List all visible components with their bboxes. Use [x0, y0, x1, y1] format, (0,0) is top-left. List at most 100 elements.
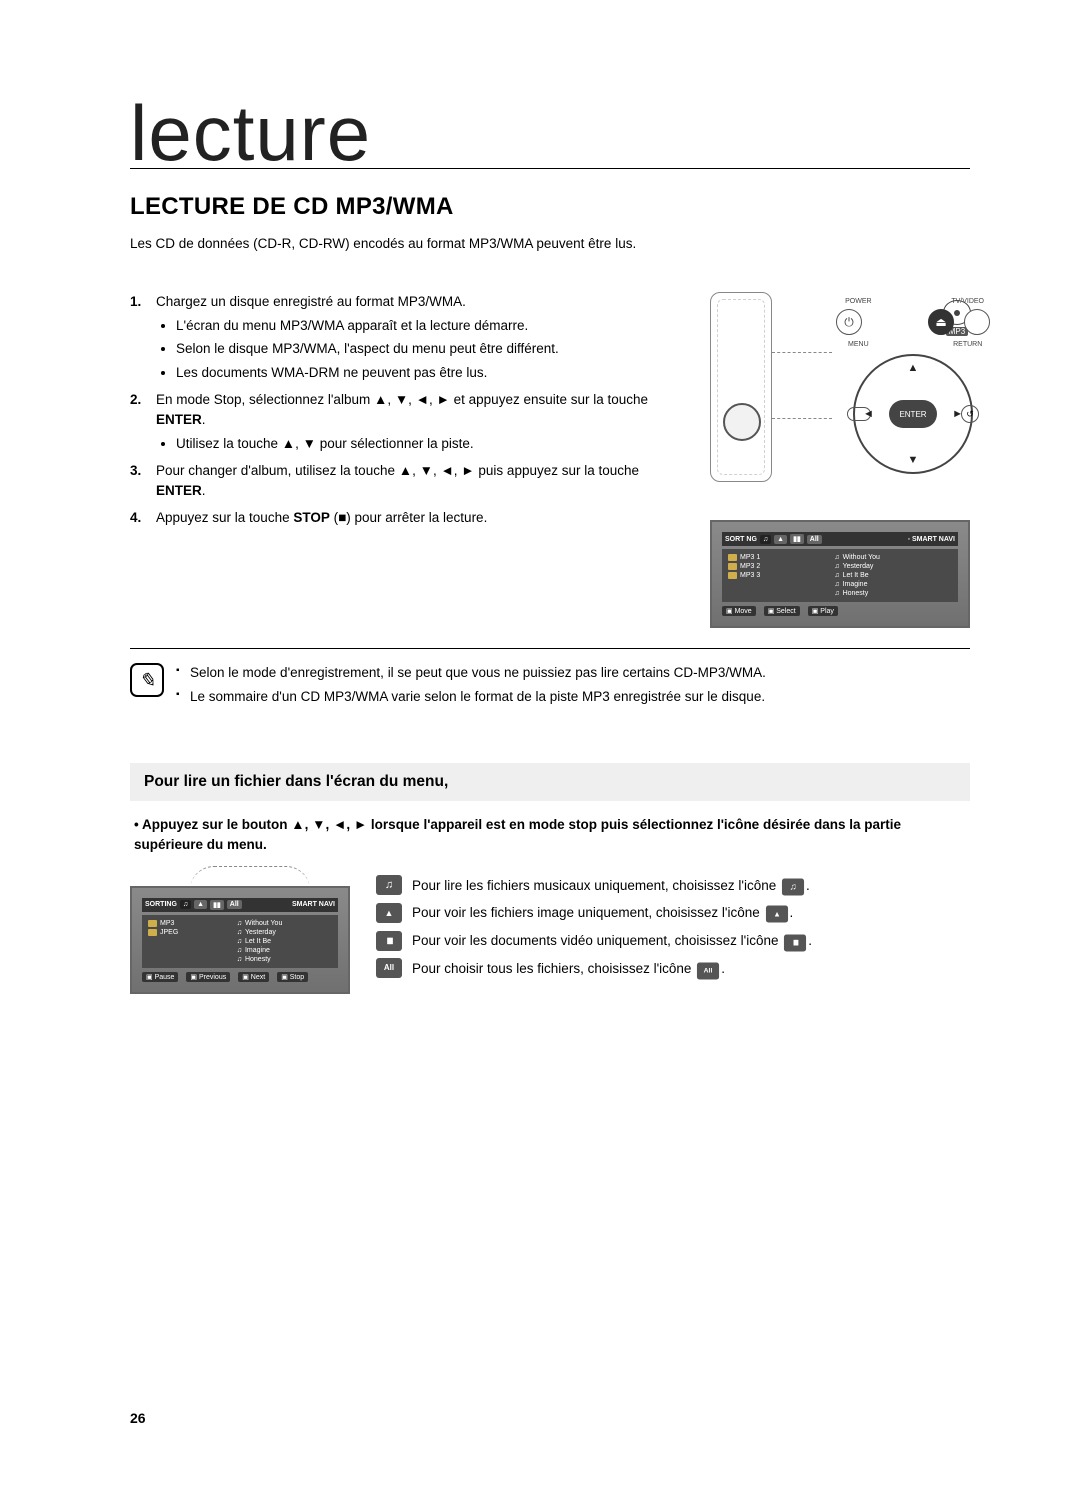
note-block: ✎ Selon le mode d'enregistrement, il se …	[130, 648, 970, 711]
osd-foot-item: ▣ Select	[764, 606, 800, 616]
arrow-up-icon[interactable]: ▲	[908, 362, 919, 374]
legend-line-video: Pour voir les documents vidéo uniquement…	[376, 927, 970, 955]
sub-section-title: Pour lire un fichier dans l'écran du men…	[130, 763, 970, 801]
note-list: Selon le mode d'enregistrement, il se pe…	[176, 663, 766, 711]
step-2: 2. En mode Stop, sélectionnez l'album ▲,…	[156, 390, 682, 453]
arrow-left-icon[interactable]: ◄	[863, 408, 874, 420]
osd-file-list: ♫Without You ♫Yesterday ♫Let It Be ♫Imag…	[235, 919, 334, 964]
brand-heading: lecture	[130, 100, 970, 169]
osd-foot-item: ▣ Pause	[142, 972, 178, 982]
music-icon	[782, 878, 804, 895]
photo-chip-icon: ▲	[194, 900, 207, 909]
remote-illustration: POWER TV/VIDEO ⏻ ⏏ MENU RETURN	[710, 292, 970, 502]
remote-dial	[723, 403, 761, 441]
note-icon: ✎	[130, 663, 164, 697]
step-number: 4.	[130, 508, 141, 528]
enter-button[interactable]: ENTER	[889, 400, 937, 428]
osd-foot-item: ▣ Play	[808, 606, 838, 616]
text-bold: ENTER	[156, 483, 202, 498]
video-icon	[784, 935, 806, 952]
osd-smartnavi-label: SMART NAVI	[292, 901, 335, 908]
callout-line	[772, 352, 832, 353]
arrow-down-icon[interactable]: ▼	[908, 454, 919, 466]
lead-text: Les CD de données (CD-R, CD-RW) encodés …	[130, 235, 970, 254]
osd-file-item: ♫Honesty	[235, 955, 334, 964]
all-icon	[697, 962, 719, 979]
osd-file-item: ♫Honesty	[832, 589, 954, 598]
legend-line-music: Pour lire les fichiers musicaux uniqueme…	[376, 872, 970, 900]
dpad[interactable]: ↺ ▲ ▼ ◄ ► ENTER	[853, 354, 973, 474]
text-part: Appuyez sur la touche	[156, 510, 293, 525]
return-button[interactable]: ↺	[961, 405, 979, 423]
legend-text: Pour choisir tous les fichiers, choisiss…	[412, 961, 695, 976]
manual-page: lecture LECTURE DE CD MP3/WMA Les CD de …	[0, 0, 1080, 1492]
photo-chip-icon: ▲	[774, 535, 787, 544]
power-button[interactable]: ⏻	[836, 309, 862, 335]
osd-file-item: ♫Without You	[832, 553, 954, 562]
control-panel: POWER TV/VIDEO ⏻ ⏏ MENU RETURN	[828, 292, 998, 484]
osd-folder-item: JPEG	[146, 928, 229, 937]
note-item: Selon le mode d'enregistrement, il se pe…	[176, 663, 766, 684]
legend-text: Pour voir les documents vidéo uniquement…	[412, 933, 782, 948]
osd-folder-item: MP3 2	[726, 562, 826, 571]
osd-smartnavi-label: ◦ SMART NAVI	[908, 536, 955, 543]
osd-folder-list: MP3 1 MP3 2 MP3 3	[726, 553, 826, 598]
step-text: Pour changer d'album, utilisez la touche…	[156, 463, 639, 498]
step-text: Appuyez sur la touche STOP (■) pour arrê…	[156, 510, 487, 525]
figures-column: POWER TV/VIDEO ⏻ ⏏ MENU RETURN	[710, 292, 970, 628]
osd-menu-2: SORTING ♫ ▲ ▮▮ All SMART NAVI MP3 JPEG ♫…	[130, 886, 350, 994]
osd-footer: ▣ Move ▣ Select ▣ Play	[722, 606, 958, 616]
osd-sorting-label: SORT NG	[725, 536, 757, 543]
remote-body	[710, 292, 772, 482]
video-chip-icon: ▮▮	[210, 900, 224, 910]
osd-file-item: ♫Imagine	[832, 580, 954, 589]
step-1-bullet: Les documents WMA-DRM ne peuvent pas êtr…	[176, 363, 682, 383]
legend-text: Pour lire les fichiers musicaux uniqueme…	[412, 878, 780, 893]
menu-label: MENU	[836, 341, 881, 348]
step-number: 3.	[130, 461, 141, 481]
photo-icon	[765, 906, 787, 923]
osd-file-item: ♫Let It Be	[235, 937, 334, 946]
osd-foot-item: ▣ Next	[238, 972, 269, 982]
step-4: 4. Appuyez sur la touche STOP (■) pour a…	[156, 508, 682, 528]
osd-menu-2-wrap: SORTING ♫ ▲ ▮▮ All SMART NAVI MP3 JPEG ♫…	[130, 872, 350, 994]
osd-menu-1: SORT NG ♫ ▲ ▮▮ All ◦ SMART NAVI MP3 1 MP…	[710, 520, 970, 628]
all-icon	[376, 958, 402, 978]
osd-file-list: ♫Without You ♫Yesterday ♫Let It Be ♫Imag…	[832, 553, 954, 598]
osd-file-item: ♫Let It Be	[832, 571, 954, 580]
arrow-right-icon[interactable]: ►	[952, 408, 963, 420]
osd-foot-item: ▣ Stop	[277, 972, 308, 982]
step-2-bullet: Utilisez la touche ▲, ▼ pour sélectionne…	[176, 434, 682, 454]
text-part: .	[202, 412, 206, 427]
tvvideo-button[interactable]	[964, 309, 990, 335]
legend-line-photo: Pour voir les fichiers image uniquement,…	[376, 899, 970, 927]
osd-file-item: ♫Yesterday	[235, 928, 334, 937]
all-chip-icon: All	[807, 535, 822, 544]
text-part: .	[202, 483, 206, 498]
osd-file-item: ♫Yesterday	[832, 562, 954, 571]
step-number: 2.	[130, 390, 141, 410]
note-item: Le sommaire d'un CD MP3/WMA varie selon …	[176, 687, 766, 708]
callout-arc	[190, 866, 310, 890]
osd-foot-item: ▣ Previous	[186, 972, 230, 982]
text-part: Pour changer d'album, utilisez la touche…	[156, 463, 639, 478]
step-3: 3. Pour changer d'album, utilisez la tou…	[156, 461, 682, 500]
osd-folder-item: MP3 1	[726, 553, 826, 562]
step-1-bullet: Selon le disque MP3/WMA, l'aspect du men…	[176, 339, 682, 359]
legend-line-all: Pour choisir tous les fichiers, choisiss…	[376, 955, 970, 983]
eject-button[interactable]: ⏏	[928, 309, 954, 335]
all-chip-icon: All	[227, 900, 242, 909]
osd-footer: ▣ Pause ▣ Previous ▣ Next ▣ Stop	[142, 972, 338, 982]
osd-sorting-label: SORTING	[145, 901, 177, 908]
sub-section-lead: • Appuyez sur le bouton ▲, ▼, ◄, ► lorsq…	[134, 815, 970, 856]
osd-sorting-bar: SORTING ♫ ▲ ▮▮ All SMART NAVI	[142, 898, 338, 912]
osd-folder-list: MP3 JPEG	[146, 919, 229, 964]
power-label: POWER	[836, 298, 881, 305]
section-title: LECTURE DE CD MP3/WMA	[130, 193, 970, 221]
text-bold: STOP	[293, 510, 330, 525]
music-icon	[376, 875, 402, 895]
osd-folder-item: MP3	[146, 919, 229, 928]
legend-text: .	[721, 961, 725, 976]
osd-file-item: ♫Without You	[235, 919, 334, 928]
page-number: 26	[130, 1410, 146, 1426]
